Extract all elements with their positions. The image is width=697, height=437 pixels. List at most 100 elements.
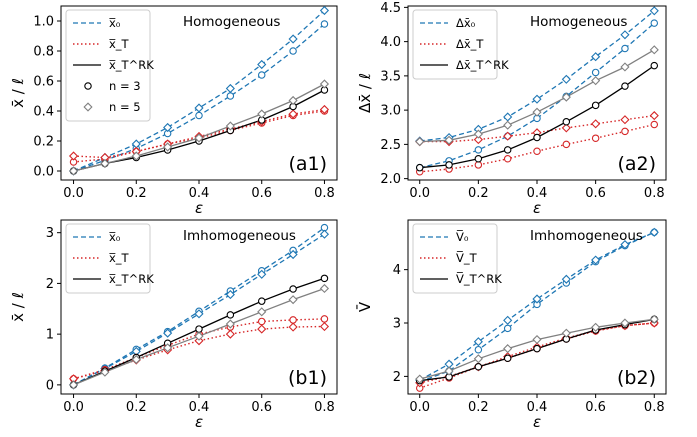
legend-label: x̅_T^RK: [109, 58, 154, 72]
data-point: [591, 119, 601, 129]
data-point: [561, 92, 571, 102]
y-tick-label: 1: [46, 328, 54, 343]
data-point: [68, 166, 79, 176]
data-point: [226, 311, 235, 319]
y-tick-label: 0.2: [33, 135, 54, 150]
data-point: [163, 328, 173, 338]
data-point: [257, 109, 267, 119]
y-tick-label: 2: [393, 370, 401, 385]
y-axis-label: Δx̄ / ℓ: [356, 73, 374, 113]
panel-b2: 0.0 0.2 0.4 0.6 0.8 2 3 4 ε V̄ Imhomogeneous (b2) V̅…: [355, 219, 667, 431]
data-point: [415, 137, 425, 147]
legend-marker-diamond: [83, 102, 93, 112]
data-point: [649, 314, 659, 324]
data-point: [131, 354, 141, 365]
data-point: [474, 155, 483, 163]
legend-label: x̅_T: [109, 251, 130, 265]
data-point: [620, 239, 630, 250]
data-point: [591, 52, 601, 62]
data-point: [649, 227, 659, 237]
series-line-xT-circle: [419, 322, 655, 389]
data-point: [445, 161, 453, 169]
data-point: [163, 343, 173, 353]
data-point: [591, 255, 601, 265]
x-tick-label: 0.8: [644, 186, 665, 201]
data-point: [620, 30, 630, 40]
data-point: [319, 321, 330, 332]
data-point: [473, 129, 483, 139]
x-tick-label: 0.0: [63, 400, 84, 415]
x-tick-label: 0.2: [468, 186, 489, 201]
data-point: [620, 115, 630, 125]
data-point: [650, 61, 659, 70]
series-line-x0-diamond: [419, 231, 655, 381]
data-point: [68, 151, 79, 161]
data-point: [225, 289, 235, 300]
data-point: [474, 161, 483, 169]
data-point: [591, 68, 600, 77]
data-point: [503, 146, 512, 154]
data-point: [474, 345, 483, 354]
data-point: [620, 318, 630, 328]
data-point: [473, 135, 483, 145]
data-point: [503, 324, 512, 333]
data-point: [163, 142, 173, 152]
legend-label: Δx̄₀: [456, 16, 476, 30]
legend: x̅₀ x̅_T x̅_T^RKn = 3 n = 5: [65, 9, 154, 122]
y-tick-label: 2: [46, 277, 54, 292]
data-point: [561, 123, 571, 133]
legend-box: [412, 9, 498, 80]
data-point: [100, 158, 110, 169]
data-point: [225, 329, 235, 339]
panel-tag: (b2): [617, 367, 656, 389]
data-point: [650, 120, 659, 129]
x-tick-label: 0.8: [644, 400, 665, 415]
data-point: [532, 294, 542, 304]
data-point: [415, 163, 424, 172]
data-point: [288, 295, 298, 305]
legend-label: x̅₀: [109, 16, 121, 30]
data-point: [621, 82, 629, 90]
x-tick-label: 0.6: [585, 400, 606, 415]
data-point: [257, 324, 267, 334]
data-point: [621, 127, 629, 136]
y-tick-label: 3: [393, 317, 401, 332]
data-point: [319, 104, 330, 115]
data-point: [503, 120, 513, 130]
data-point: [533, 147, 541, 155]
data-point: [288, 109, 298, 119]
x-axis-label: ε: [533, 199, 541, 217]
data-point: [257, 307, 267, 317]
x-tick-label: 0.0: [409, 186, 430, 201]
data-point: [225, 121, 235, 131]
y-tick-label: 2.0: [380, 172, 401, 187]
data-point: [288, 249, 298, 260]
data-point: [532, 334, 542, 345]
data-point: [561, 74, 571, 84]
data-point: [562, 140, 571, 149]
panel-title: Homogeneous: [530, 14, 627, 30]
y-tick-label: 4.5: [380, 1, 401, 16]
data-point: [289, 47, 297, 55]
panel-tag: (a1): [288, 153, 327, 175]
legend-label: Δx̄_T: [456, 37, 484, 51]
panel-title: Imhomogeneous: [530, 228, 643, 244]
x-tick-label: 0.8: [314, 186, 335, 201]
x-tick-label: 0.0: [63, 186, 84, 201]
legend-label: n = 5: [109, 100, 141, 114]
y-tick-label: 4: [393, 263, 401, 278]
data-point: [649, 45, 659, 55]
data-point: [591, 101, 600, 110]
legend-label: Δx̄_T^RK: [456, 58, 509, 72]
data-point: [195, 111, 203, 120]
data-point: [473, 354, 483, 364]
data-point: [620, 62, 630, 72]
data-point: [257, 317, 266, 326]
legend-label: V̅_T: [456, 250, 478, 265]
data-point: [320, 315, 329, 323]
y-tick-label: 0.0: [33, 165, 54, 180]
data-point: [257, 71, 266, 79]
legend-box: [65, 223, 151, 294]
y-tick-label: 0.6: [33, 75, 54, 90]
data-point: [288, 322, 298, 332]
